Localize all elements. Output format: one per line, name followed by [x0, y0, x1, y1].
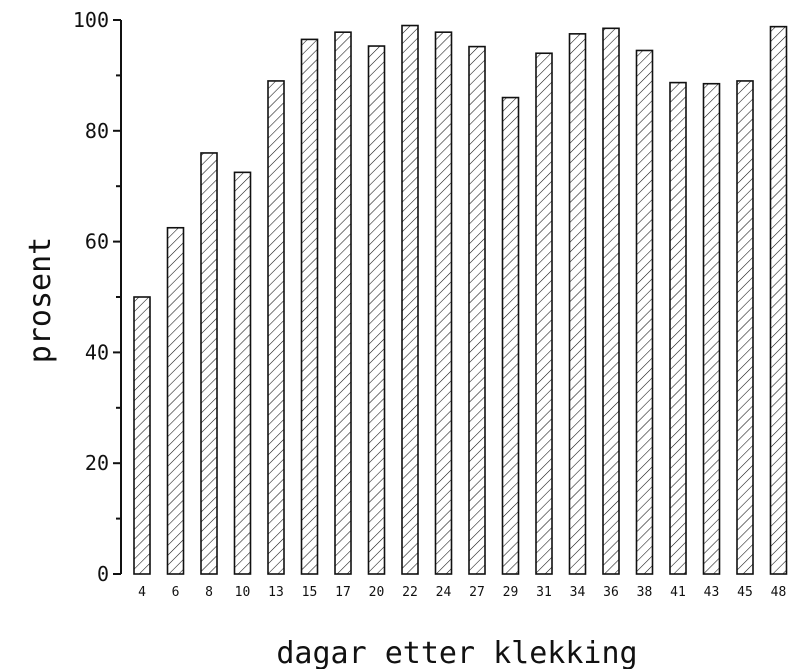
bar-31: [535, 52, 553, 575]
y-tick-label: 80: [85, 119, 109, 143]
bar-17: [334, 31, 352, 575]
bar-41: [669, 81, 687, 575]
bar-8: [200, 152, 218, 575]
bar-6: [166, 226, 185, 575]
y-tick-label: 40: [85, 340, 109, 364]
x-tick-label: 31: [536, 585, 552, 600]
bar-36: [602, 27, 620, 575]
x-tick-label: 27: [469, 585, 485, 600]
y-tick-label: 0: [97, 562, 109, 586]
bar-10: [233, 171, 252, 575]
x-tick-label: 43: [704, 585, 720, 600]
bar-43: [702, 82, 721, 575]
x-tick-label: 36: [603, 585, 619, 600]
bar-15: [300, 38, 319, 575]
bar-45: [736, 80, 754, 575]
x-tick-label: 45: [737, 585, 753, 600]
x-tick-label: 48: [771, 585, 787, 600]
x-tick-label: 41: [670, 585, 686, 600]
x-tick-label: 34: [570, 585, 586, 600]
bar-22: [401, 24, 419, 575]
bar-4: [133, 296, 151, 575]
bar-34: [568, 33, 587, 575]
y-tick-label: 20: [85, 451, 109, 475]
x-tick-label: 15: [302, 585, 318, 600]
x-tick-label: 22: [402, 585, 418, 600]
bar-24: [434, 31, 453, 575]
x-tick-label: 29: [503, 585, 519, 600]
x-tick-label: 24: [436, 585, 452, 600]
x-tick-label: 10: [235, 585, 251, 600]
x-tick-label: 4: [138, 585, 146, 600]
bar-27: [468, 45, 486, 575]
x-tick-label: 13: [268, 585, 284, 600]
y-tick-label: 100: [73, 8, 109, 32]
bar-20: [367, 45, 386, 575]
x-tick-label: 20: [369, 585, 385, 600]
bars: [133, 24, 788, 575]
x-axis-title: dagar etter klekking: [276, 636, 637, 669]
x-tick-label: 8: [205, 585, 213, 600]
x-tick-label: 17: [335, 585, 351, 600]
bar-29: [501, 96, 520, 575]
y-axis-title: prosent: [23, 237, 58, 363]
y-tick-label: 60: [85, 230, 109, 254]
y-axis: 0 20 40 60 80 100: [73, 8, 122, 586]
x-tick-label: 38: [637, 585, 653, 600]
x-tick-label: 6: [172, 585, 180, 600]
bar-48: [769, 25, 788, 575]
x-axis: 4 6 8 10 13 15 17 20 22 24 27 29 31 34 36 38 41 43 45 48: [138, 585, 786, 600]
bar-13: [267, 80, 285, 575]
bar-38: [635, 49, 654, 575]
